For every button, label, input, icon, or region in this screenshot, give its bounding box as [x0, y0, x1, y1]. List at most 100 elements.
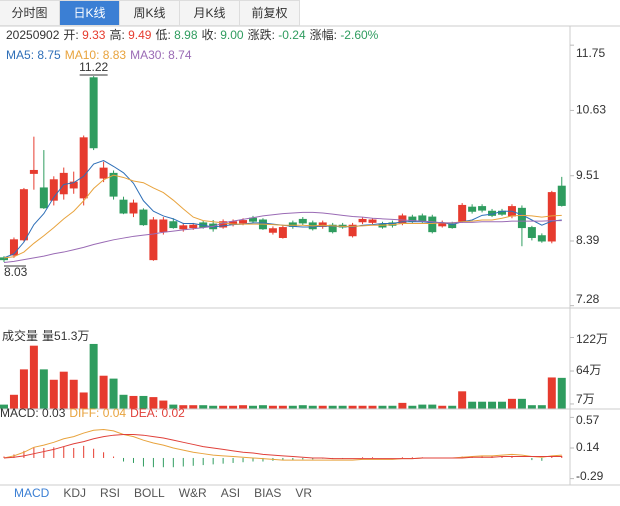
volume-bar	[89, 343, 98, 409]
legend-value: 0.02	[161, 406, 185, 420]
volume-bar	[59, 371, 68, 409]
candle-body	[318, 222, 327, 227]
volume-bar	[408, 405, 417, 409]
volume-bar	[378, 405, 387, 409]
volume-bar	[129, 395, 138, 409]
volume-bar	[478, 401, 487, 409]
volume-bar	[338, 405, 347, 409]
info-sep: :	[75, 28, 82, 42]
legend: MA5: 8.75 MA10: 8.83 MA30: 8.74	[6, 48, 192, 62]
period-tab[interactable]: 周K线	[120, 0, 180, 26]
low-label: 8.03	[4, 265, 28, 279]
y-tick-label: 7.28	[576, 292, 600, 306]
volume-value: 量51.3万	[42, 329, 89, 343]
y-tick-label: 122万	[576, 332, 608, 346]
candle-body	[159, 219, 168, 233]
volume-bar	[19, 369, 28, 409]
volume-bar	[258, 405, 267, 409]
candle-body	[9, 239, 18, 256]
legend-name: DEA	[130, 406, 155, 420]
candle-body	[249, 217, 257, 222]
candle-body	[119, 199, 128, 214]
candle-body	[129, 202, 138, 214]
info-name: 涨跌	[248, 27, 272, 42]
volume-bar	[109, 378, 118, 409]
info-name: 收	[202, 28, 214, 42]
volume-bar	[308, 405, 317, 409]
candle-body	[448, 223, 457, 229]
info-name: 高	[109, 27, 121, 42]
y-tick-label: 9.51	[576, 168, 600, 182]
volume-bar	[79, 392, 88, 409]
volume-bar	[547, 377, 556, 409]
legend-sep: :	[31, 48, 38, 62]
candle-body	[99, 167, 108, 179]
indicator-tab[interactable]: W&R	[178, 486, 207, 500]
info-date: 20250902	[6, 28, 60, 42]
candle-body	[298, 218, 307, 224]
candle-body	[428, 216, 437, 233]
indicator-tab[interactable]: MACD	[14, 486, 50, 500]
volume-bar	[39, 369, 48, 409]
candle-body	[418, 215, 427, 222]
legend-name: MACD	[0, 406, 36, 420]
info-value: -0.24	[278, 28, 306, 42]
info-sep: :	[214, 28, 221, 42]
volume-bar	[527, 405, 536, 409]
y-tick-label: -0.29	[576, 469, 604, 483]
legend-sep: :	[96, 48, 103, 62]
volume-bar	[139, 395, 148, 409]
indicator-tab[interactable]: BIAS	[254, 486, 282, 500]
volume-bar	[458, 391, 467, 409]
volume-bar	[318, 405, 327, 409]
volume-bar	[9, 394, 18, 409]
info-name: 涨幅	[310, 27, 334, 42]
y-tick-label: 11.75	[576, 46, 605, 60]
period-tabs: 分时图 日K线 周K线 月K线 前复权	[0, 0, 300, 26]
legend-value: 8.75	[37, 48, 61, 62]
legend-sep: :	[155, 406, 162, 420]
info-value: 8.98	[174, 28, 198, 42]
legend-value: 0.03	[42, 406, 66, 420]
candle-body	[89, 77, 98, 149]
info-sep: :	[334, 28, 341, 42]
volume-bar	[0, 404, 8, 409]
candle-body	[239, 220, 248, 224]
candle-body	[268, 228, 277, 233]
indicator-tab[interactable]: KDJ	[63, 486, 87, 500]
high-label: 11.22	[79, 60, 108, 74]
volume-bar	[99, 375, 108, 409]
legend-value: 0.04	[103, 406, 127, 420]
info-value: 9.33	[82, 28, 106, 42]
legend-value: 8.83	[103, 48, 127, 62]
candle-body	[408, 216, 417, 222]
volume-bar	[498, 401, 506, 409]
candle-body	[537, 235, 546, 242]
volume-bar	[69, 379, 78, 409]
y-tick-label: 0.14	[576, 440, 600, 454]
volume-bar	[448, 405, 457, 409]
indicator-tab[interactable]: VR	[295, 486, 313, 500]
legend-sep: :	[161, 48, 168, 62]
indicator-tab[interactable]: BOLL	[134, 486, 165, 500]
info-sep: :	[272, 28, 279, 42]
indicator-tab[interactable]: ASI	[220, 486, 241, 500]
volume-bar	[438, 405, 447, 409]
indicator-tab[interactable]: RSI	[100, 486, 121, 500]
period-tab[interactable]: 月K线	[180, 0, 240, 26]
period-tab[interactable]: 分时图	[0, 0, 60, 26]
volume-title: 成交量	[2, 328, 38, 343]
candle-body	[358, 218, 367, 223]
volume-bar	[268, 405, 277, 409]
candle-body	[547, 192, 556, 242]
candle-body	[368, 219, 377, 223]
period-tab[interactable]: 日K线	[60, 0, 120, 26]
candle-body	[278, 227, 287, 238]
y-tick-label: 64万	[576, 363, 601, 377]
period-tab[interactable]: 前复权	[240, 0, 300, 26]
line-series	[3, 174, 562, 259]
legend-name: MA30	[130, 48, 162, 62]
info-sep: :	[121, 28, 128, 42]
candle-body	[19, 189, 28, 241]
